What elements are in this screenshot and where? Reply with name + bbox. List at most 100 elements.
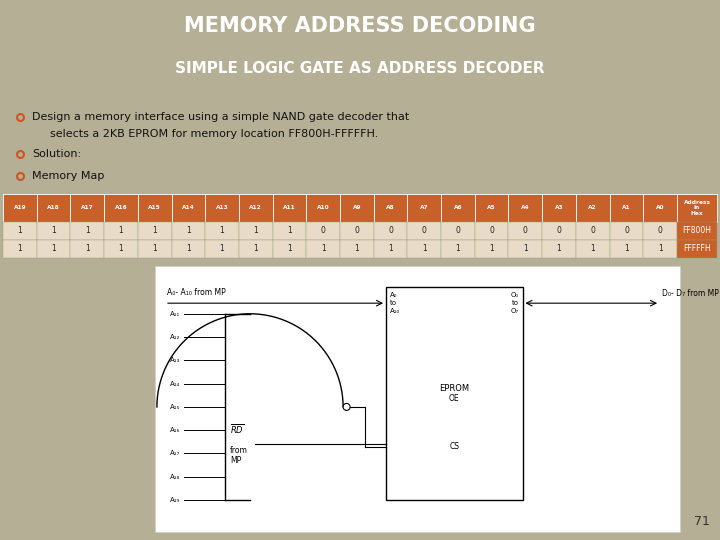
Text: A0: A0 bbox=[656, 205, 665, 211]
Bar bbox=[542, 240, 576, 258]
Bar bbox=[273, 194, 306, 222]
Bar bbox=[374, 240, 408, 258]
Text: A12: A12 bbox=[249, 205, 262, 211]
Text: O₀: O₀ bbox=[510, 292, 518, 298]
Text: 1: 1 bbox=[321, 245, 325, 253]
Text: A₁₉: A₁₉ bbox=[170, 497, 180, 503]
Text: 1: 1 bbox=[624, 245, 629, 253]
Bar bbox=[374, 222, 408, 240]
Bar bbox=[138, 240, 171, 258]
Text: A₁₆: A₁₆ bbox=[170, 427, 181, 433]
Bar bbox=[37, 194, 71, 222]
Text: 1: 1 bbox=[253, 245, 258, 253]
Text: 0: 0 bbox=[320, 226, 325, 235]
Text: 0: 0 bbox=[388, 226, 393, 235]
Bar bbox=[508, 194, 542, 222]
Text: A9: A9 bbox=[353, 205, 361, 211]
Text: 1: 1 bbox=[119, 245, 123, 253]
Bar bbox=[37, 240, 71, 258]
Text: 1: 1 bbox=[456, 245, 460, 253]
Bar bbox=[576, 222, 610, 240]
Text: 1: 1 bbox=[152, 245, 157, 253]
Text: 1: 1 bbox=[85, 226, 89, 235]
Bar bbox=[306, 194, 340, 222]
Text: A7: A7 bbox=[420, 205, 428, 211]
Text: A19: A19 bbox=[14, 205, 26, 211]
Text: 1: 1 bbox=[422, 245, 427, 253]
Text: A₁₄: A₁₄ bbox=[170, 381, 180, 387]
Text: FFFFFH: FFFFFH bbox=[683, 245, 711, 253]
Bar bbox=[643, 194, 677, 222]
Bar bbox=[677, 194, 717, 222]
Text: 1: 1 bbox=[388, 245, 393, 253]
Bar bbox=[576, 240, 610, 258]
Bar bbox=[576, 194, 610, 222]
Bar bbox=[677, 240, 717, 258]
Bar bbox=[441, 194, 474, 222]
Bar bbox=[171, 240, 205, 258]
Text: 0: 0 bbox=[590, 226, 595, 235]
Text: 1: 1 bbox=[220, 226, 225, 235]
Text: A11: A11 bbox=[283, 205, 296, 211]
Text: A5: A5 bbox=[487, 205, 496, 211]
Text: A6: A6 bbox=[454, 205, 462, 211]
Text: Design a memory interface using a simple NAND gate decoder that: Design a memory interface using a simple… bbox=[32, 112, 409, 122]
Text: A3: A3 bbox=[554, 205, 563, 211]
Text: Memory Map: Memory Map bbox=[32, 171, 104, 181]
Bar bbox=[205, 240, 239, 258]
Text: 1: 1 bbox=[17, 226, 22, 235]
Bar bbox=[71, 194, 104, 222]
Bar bbox=[37, 222, 71, 240]
Text: 0: 0 bbox=[557, 226, 562, 235]
Bar bbox=[3, 222, 37, 240]
Bar bbox=[386, 287, 523, 500]
Bar bbox=[104, 240, 138, 258]
Bar bbox=[205, 222, 239, 240]
Bar bbox=[474, 194, 508, 222]
Text: A4: A4 bbox=[521, 205, 530, 211]
Text: 1: 1 bbox=[590, 245, 595, 253]
Text: 1: 1 bbox=[287, 226, 292, 235]
Text: A18: A18 bbox=[48, 205, 60, 211]
Text: 1: 1 bbox=[220, 245, 225, 253]
Text: $\overline{RD}$: $\overline{RD}$ bbox=[230, 422, 244, 436]
Text: EPROM: EPROM bbox=[439, 384, 469, 393]
Bar bbox=[643, 240, 677, 258]
Text: A₁₈: A₁₈ bbox=[170, 474, 180, 480]
Bar bbox=[408, 240, 441, 258]
Text: SIMPLE LOGIC GATE AS ADDRESS DECODER: SIMPLE LOGIC GATE AS ADDRESS DECODER bbox=[175, 62, 545, 76]
Bar bbox=[340, 222, 374, 240]
Bar bbox=[3, 194, 37, 222]
Bar bbox=[610, 222, 643, 240]
Text: 1: 1 bbox=[557, 245, 562, 253]
Bar bbox=[171, 194, 205, 222]
Text: 1: 1 bbox=[17, 245, 22, 253]
Bar bbox=[71, 240, 104, 258]
Bar bbox=[508, 222, 542, 240]
Text: 71: 71 bbox=[694, 515, 710, 528]
Text: CS: CS bbox=[449, 442, 459, 451]
Text: 1: 1 bbox=[490, 245, 494, 253]
Bar bbox=[610, 194, 643, 222]
Bar bbox=[138, 222, 171, 240]
Text: 0: 0 bbox=[456, 226, 460, 235]
Bar bbox=[508, 240, 542, 258]
Text: A8: A8 bbox=[386, 205, 395, 211]
Text: 1: 1 bbox=[287, 245, 292, 253]
Bar bbox=[340, 240, 374, 258]
Text: 0: 0 bbox=[489, 226, 494, 235]
Text: 0: 0 bbox=[354, 226, 359, 235]
Bar bbox=[239, 222, 273, 240]
Text: to: to bbox=[390, 300, 397, 306]
Text: 1: 1 bbox=[152, 226, 157, 235]
Text: O₇: O₇ bbox=[510, 308, 518, 314]
Text: 1: 1 bbox=[253, 226, 258, 235]
Bar bbox=[155, 266, 680, 532]
Bar bbox=[205, 194, 239, 222]
Bar bbox=[643, 222, 677, 240]
Text: A₁₂: A₁₂ bbox=[170, 334, 181, 340]
Text: A₁₀: A₁₀ bbox=[390, 308, 400, 314]
Bar bbox=[239, 240, 273, 258]
Text: A16: A16 bbox=[114, 205, 127, 211]
Text: A₁₃: A₁₃ bbox=[170, 357, 180, 363]
